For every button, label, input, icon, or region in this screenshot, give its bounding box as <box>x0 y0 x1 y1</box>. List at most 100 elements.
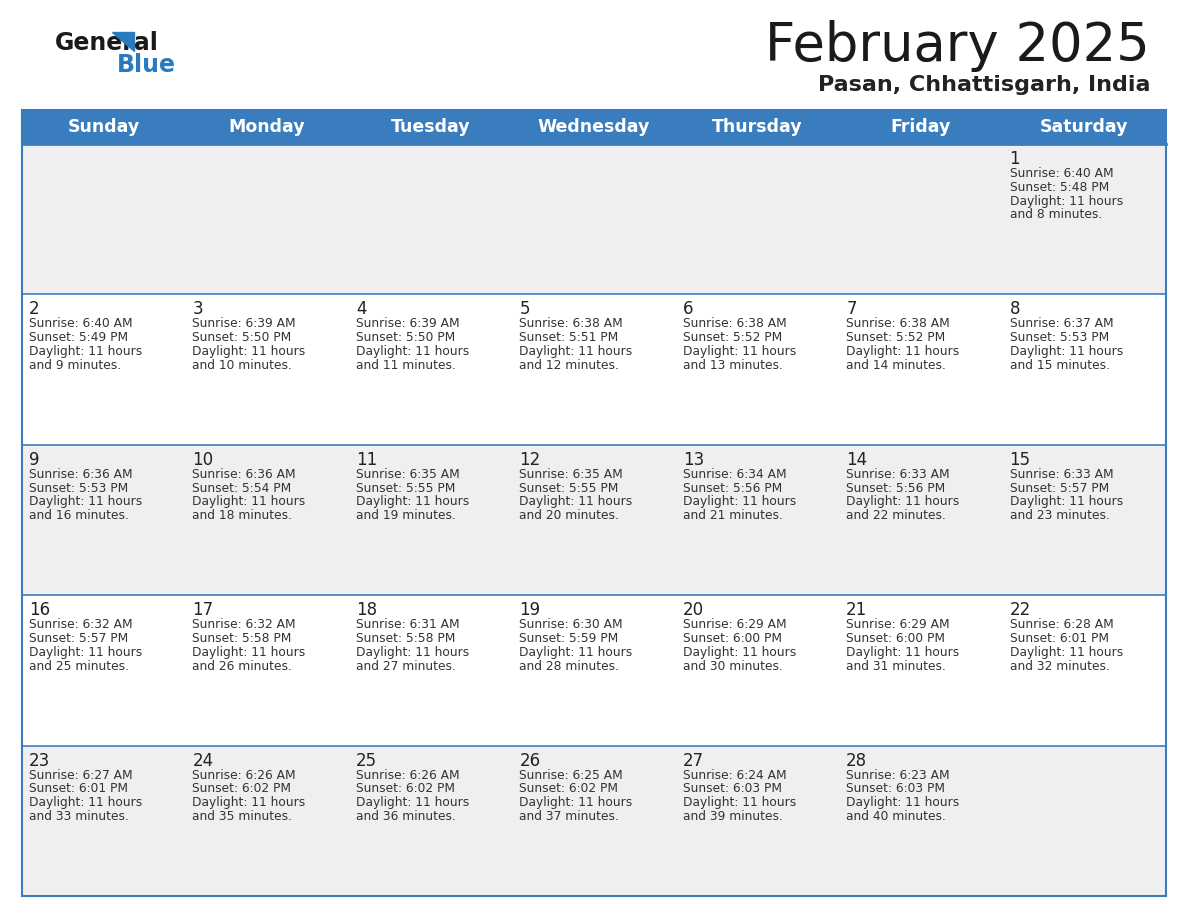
Text: Sunset: 5:50 PM: Sunset: 5:50 PM <box>356 331 455 344</box>
Text: Sunset: 5:55 PM: Sunset: 5:55 PM <box>356 482 455 495</box>
Text: Sunrise: 6:23 AM: Sunrise: 6:23 AM <box>846 768 949 781</box>
Text: 14: 14 <box>846 451 867 469</box>
Text: Daylight: 11 hours: Daylight: 11 hours <box>683 645 796 659</box>
Text: Sunrise: 6:38 AM: Sunrise: 6:38 AM <box>683 318 786 330</box>
Text: Daylight: 11 hours: Daylight: 11 hours <box>356 345 469 358</box>
Text: and 28 minutes.: and 28 minutes. <box>519 660 619 673</box>
Text: Sunrise: 6:33 AM: Sunrise: 6:33 AM <box>846 468 949 481</box>
Polygon shape <box>112 32 134 51</box>
Text: 21: 21 <box>846 601 867 620</box>
Text: Pasan, Chhattisgarh, India: Pasan, Chhattisgarh, India <box>817 75 1150 95</box>
Text: 26: 26 <box>519 752 541 769</box>
Text: Sunrise: 6:30 AM: Sunrise: 6:30 AM <box>519 618 623 632</box>
Text: and 26 minutes.: and 26 minutes. <box>192 660 292 673</box>
Text: and 32 minutes.: and 32 minutes. <box>1010 660 1110 673</box>
Text: 10: 10 <box>192 451 214 469</box>
Text: 17: 17 <box>192 601 214 620</box>
Text: Sunrise: 6:40 AM: Sunrise: 6:40 AM <box>1010 167 1113 180</box>
Text: Daylight: 11 hours: Daylight: 11 hours <box>29 496 143 509</box>
Text: Sunset: 6:03 PM: Sunset: 6:03 PM <box>683 782 782 795</box>
Text: Sunrise: 6:26 AM: Sunrise: 6:26 AM <box>356 768 460 781</box>
Bar <box>23 445 1165 595</box>
Bar <box>23 295 1165 445</box>
Text: and 23 minutes.: and 23 minutes. <box>1010 509 1110 522</box>
Text: Sunset: 6:01 PM: Sunset: 6:01 PM <box>29 782 128 795</box>
Text: Sunrise: 6:26 AM: Sunrise: 6:26 AM <box>192 768 296 781</box>
Text: Daylight: 11 hours: Daylight: 11 hours <box>356 645 469 659</box>
Text: 1: 1 <box>1010 150 1020 168</box>
Text: Sunrise: 6:28 AM: Sunrise: 6:28 AM <box>1010 618 1113 632</box>
Text: Thursday: Thursday <box>712 118 803 136</box>
Text: 8: 8 <box>1010 300 1020 319</box>
Text: Sunrise: 6:29 AM: Sunrise: 6:29 AM <box>846 618 949 632</box>
Text: Daylight: 11 hours: Daylight: 11 hours <box>356 496 469 509</box>
Text: Sunrise: 6:25 AM: Sunrise: 6:25 AM <box>519 768 623 781</box>
Text: Wednesday: Wednesday <box>538 118 650 136</box>
Text: and 22 minutes.: and 22 minutes. <box>846 509 946 522</box>
Text: Tuesday: Tuesday <box>391 118 470 136</box>
Text: Daylight: 11 hours: Daylight: 11 hours <box>29 345 143 358</box>
Text: and 33 minutes.: and 33 minutes. <box>29 810 128 823</box>
Text: 25: 25 <box>356 752 377 769</box>
Text: 13: 13 <box>683 451 704 469</box>
Text: Sunset: 5:56 PM: Sunset: 5:56 PM <box>846 482 946 495</box>
Text: Sunrise: 6:35 AM: Sunrise: 6:35 AM <box>356 468 460 481</box>
Text: Sunset: 6:02 PM: Sunset: 6:02 PM <box>192 782 291 795</box>
Text: Sunset: 5:56 PM: Sunset: 5:56 PM <box>683 482 782 495</box>
Text: and 15 minutes.: and 15 minutes. <box>1010 359 1110 372</box>
Text: Daylight: 11 hours: Daylight: 11 hours <box>356 796 469 809</box>
Text: and 36 minutes.: and 36 minutes. <box>356 810 456 823</box>
Text: and 21 minutes.: and 21 minutes. <box>683 509 783 522</box>
Text: Sunset: 5:50 PM: Sunset: 5:50 PM <box>192 331 292 344</box>
Text: and 14 minutes.: and 14 minutes. <box>846 359 946 372</box>
Text: Sunset: 6:02 PM: Sunset: 6:02 PM <box>519 782 618 795</box>
Text: Sunrise: 6:27 AM: Sunrise: 6:27 AM <box>29 768 133 781</box>
Text: Sunrise: 6:33 AM: Sunrise: 6:33 AM <box>1010 468 1113 481</box>
Text: Daylight: 11 hours: Daylight: 11 hours <box>846 645 960 659</box>
Text: Sunrise: 6:38 AM: Sunrise: 6:38 AM <box>846 318 950 330</box>
Text: General: General <box>55 31 159 55</box>
Text: Sunset: 6:03 PM: Sunset: 6:03 PM <box>846 782 946 795</box>
Text: 28: 28 <box>846 752 867 769</box>
Text: Sunset: 5:53 PM: Sunset: 5:53 PM <box>29 482 128 495</box>
Text: Sunrise: 6:37 AM: Sunrise: 6:37 AM <box>1010 318 1113 330</box>
Text: Sunrise: 6:39 AM: Sunrise: 6:39 AM <box>356 318 460 330</box>
Text: Sunset: 5:57 PM: Sunset: 5:57 PM <box>29 632 128 645</box>
Text: Sunrise: 6:40 AM: Sunrise: 6:40 AM <box>29 318 133 330</box>
Text: and 25 minutes.: and 25 minutes. <box>29 660 129 673</box>
Text: Sunset: 5:54 PM: Sunset: 5:54 PM <box>192 482 292 495</box>
Bar <box>23 745 1165 896</box>
Text: Sunset: 5:58 PM: Sunset: 5:58 PM <box>192 632 292 645</box>
Text: Sunrise: 6:36 AM: Sunrise: 6:36 AM <box>192 468 296 481</box>
Text: Blue: Blue <box>116 53 176 77</box>
Text: 5: 5 <box>519 300 530 319</box>
Text: 24: 24 <box>192 752 214 769</box>
Text: 18: 18 <box>356 601 377 620</box>
Text: 2: 2 <box>29 300 39 319</box>
Text: Sunrise: 6:24 AM: Sunrise: 6:24 AM <box>683 768 786 781</box>
Text: Sunset: 5:48 PM: Sunset: 5:48 PM <box>1010 181 1108 194</box>
Text: 22: 22 <box>1010 601 1031 620</box>
Text: and 18 minutes.: and 18 minutes. <box>192 509 292 522</box>
Text: Daylight: 11 hours: Daylight: 11 hours <box>1010 496 1123 509</box>
Text: 27: 27 <box>683 752 703 769</box>
Text: 15: 15 <box>1010 451 1031 469</box>
Text: Daylight: 11 hours: Daylight: 11 hours <box>192 345 305 358</box>
Text: Daylight: 11 hours: Daylight: 11 hours <box>1010 345 1123 358</box>
Text: Daylight: 11 hours: Daylight: 11 hours <box>29 796 143 809</box>
Text: Daylight: 11 hours: Daylight: 11 hours <box>192 796 305 809</box>
Text: and 19 minutes.: and 19 minutes. <box>356 509 456 522</box>
Text: and 30 minutes.: and 30 minutes. <box>683 660 783 673</box>
Text: Sunrise: 6:32 AM: Sunrise: 6:32 AM <box>29 618 133 632</box>
Text: Daylight: 11 hours: Daylight: 11 hours <box>1010 645 1123 659</box>
Text: and 35 minutes.: and 35 minutes. <box>192 810 292 823</box>
Text: Sunset: 5:52 PM: Sunset: 5:52 PM <box>846 331 946 344</box>
Text: and 39 minutes.: and 39 minutes. <box>683 810 783 823</box>
Text: February 2025: February 2025 <box>765 20 1150 72</box>
Text: Daylight: 11 hours: Daylight: 11 hours <box>192 645 305 659</box>
Text: Sunset: 6:00 PM: Sunset: 6:00 PM <box>846 632 946 645</box>
Text: Daylight: 11 hours: Daylight: 11 hours <box>1010 195 1123 207</box>
Text: 12: 12 <box>519 451 541 469</box>
Text: 20: 20 <box>683 601 703 620</box>
Text: Daylight: 11 hours: Daylight: 11 hours <box>846 345 960 358</box>
